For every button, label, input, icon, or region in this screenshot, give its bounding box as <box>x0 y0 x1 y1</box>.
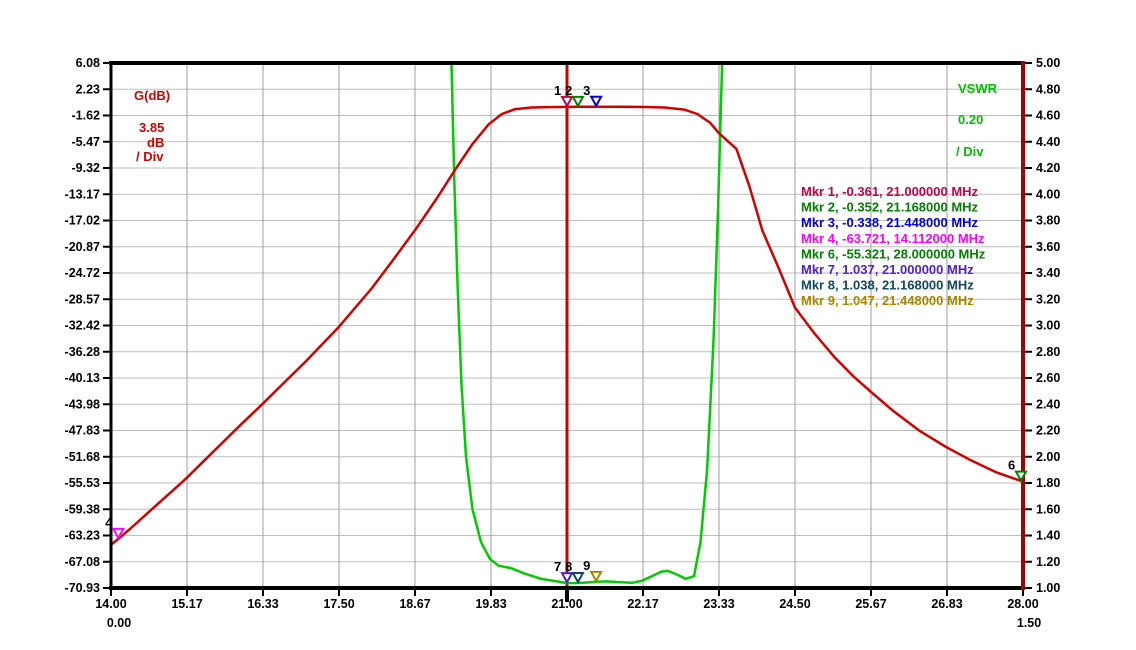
bottom-axis-tick-label: 15.17 <box>171 597 202 611</box>
left-axis-tick-label: 6.08 <box>76 56 100 70</box>
right-axis-tick-label: 3.40 <box>1036 266 1060 280</box>
left-axis-tick-label: -13.17 <box>65 187 100 201</box>
gain_db-curve <box>111 105 1023 547</box>
marker-8-triangle <box>571 572 585 585</box>
right-axis-tick-label: 1.00 <box>1036 581 1060 595</box>
right-axis-tick-label: 3.60 <box>1036 240 1060 254</box>
marker-8-number: 8 <box>565 559 572 574</box>
left-axis-tick-label: 2.23 <box>76 82 100 96</box>
marker-9-number: 9 <box>583 558 590 573</box>
vswr-axis-title-line: / Div <box>956 144 984 159</box>
right-axis-tick-label: 3.20 <box>1036 292 1060 306</box>
marker-legend-entry: Mkr 6, -55.321, 28.000000 MHz <box>801 246 986 261</box>
bottom-axis-tick-label: 17.50 <box>323 597 354 611</box>
left-axis-tick-label: -67.08 <box>65 555 100 569</box>
left-axis-tick-label: -20.87 <box>65 240 100 254</box>
right-axis-tick-label: 1.80 <box>1036 476 1060 490</box>
marker-1-triangle <box>560 95 574 108</box>
right-axis-tick-label: 3.00 <box>1036 319 1060 333</box>
right-axis-tick-label: 2.60 <box>1036 371 1060 385</box>
gain-axis-title-line: dB <box>147 135 164 150</box>
right-axis-tick-label: 2.20 <box>1036 424 1060 438</box>
curves-group <box>111 63 1023 585</box>
left-axis-tick-label: -24.72 <box>65 266 100 280</box>
right-axis-tick-label: 2.00 <box>1036 450 1060 464</box>
left-axis-tick-label: -59.38 <box>65 502 100 516</box>
right-axis-tick-label: 4.40 <box>1036 135 1060 149</box>
right-axis-tick-label: 2.40 <box>1036 397 1060 411</box>
bottom-axis-tick-label: 16.33 <box>247 597 278 611</box>
right-axis-tick-label: 1.60 <box>1036 502 1060 516</box>
bottom-axis-tick-label: 14.00 <box>95 597 126 611</box>
marker-6-triangle <box>1014 470 1028 483</box>
gain-axis-title-line: 3.85 <box>139 120 164 135</box>
bottom-axis-tick-label: 28.00 <box>1007 597 1038 611</box>
left-axis-tick-label: -28.57 <box>65 292 100 306</box>
bottom-axis-tick-label: 22.17 <box>627 597 658 611</box>
left-axis-tick-label: -40.13 <box>65 371 100 385</box>
left-axis-tick-label: -5.47 <box>72 135 101 149</box>
marker-4-triangle <box>111 527 125 540</box>
right-axis-tick-label: 3.80 <box>1036 214 1060 228</box>
bottom-axis-tick-label: 25.67 <box>855 597 886 611</box>
bottom-axis-tick-label: 23.33 <box>703 597 734 611</box>
marker-2-triangle <box>571 95 585 108</box>
marker-6-number: 6 <box>1008 458 1015 473</box>
right-axis-tick-label: 4.00 <box>1036 187 1060 201</box>
left-axis-tick-label: -32.42 <box>65 319 100 333</box>
bottom-axis-tick-label: 19.83 <box>475 597 506 611</box>
right-axis-tick-label: 1.20 <box>1036 555 1060 569</box>
marker-7-number: 7 <box>554 559 561 574</box>
left-axis-tick-label: -55.53 <box>65 476 100 490</box>
vswr-axis-title-line: 0.20 <box>958 112 983 127</box>
bottom-secondary-end-label: 1.50 <box>1017 616 1041 630</box>
right-axis-tick-label: 2.80 <box>1036 345 1060 359</box>
marker-legend-entry: Mkr 8, 1.038, 21.168000 MHz <box>801 278 974 293</box>
right-axis-tick-label: 1.40 <box>1036 529 1060 543</box>
bottom-secondary-start-label: 0.00 <box>107 616 131 630</box>
bottom-axis-tick-label: 18.67 <box>399 597 430 611</box>
marker-legend-entry: Mkr 4, -63.721, 14.112000 MHz <box>801 231 985 246</box>
right-axis-tick-label: 5.00 <box>1036 56 1060 70</box>
marker-legend-entry: Mkr 7, 1.037, 21.000000 MHz <box>801 262 974 277</box>
left-axis-tick-label: -63.23 <box>65 529 100 543</box>
left-axis-tick-label: -9.32 <box>72 161 101 175</box>
bottom-axis-tick-label: 24.50 <box>779 597 810 611</box>
marker-9-triangle <box>589 570 603 583</box>
left-axis-tick-label: -43.98 <box>65 397 100 411</box>
marker-4-number: 4 <box>105 515 113 530</box>
marker-legend-entry: Mkr 2, -0.352, 21.168000 MHz <box>801 200 979 215</box>
marker-1-number: 1 <box>554 83 561 98</box>
marker-3-number: 3 <box>583 83 590 98</box>
marker-7-triangle <box>560 572 574 585</box>
bottom-axis-tick-label: 21.00 <box>551 597 582 611</box>
gain-axis-title-line: G(dB) <box>134 88 170 103</box>
marker-legend-entry: Mkr 9, 1.047, 21.448000 MHz <box>801 293 974 308</box>
marker-legend-entry: Mkr 1, -0.361, 21.000000 MHz <box>801 184 979 199</box>
left-axis-tick-label: -51.68 <box>65 450 100 464</box>
right-axis-tick-label: 4.20 <box>1036 161 1060 175</box>
left-axis-tick-label: -17.02 <box>65 214 100 228</box>
right-axis-tick-label: 4.60 <box>1036 109 1060 123</box>
right-axis-tick-label: 4.80 <box>1036 82 1060 96</box>
left-axis-tick-label: -47.83 <box>65 424 100 438</box>
vswr-curve <box>450 63 724 585</box>
vswr-axis-title-line: VSWR <box>958 81 998 96</box>
marker-legend-entry: Mkr 3, -0.338, 21.448000 MHz <box>801 215 979 230</box>
gain-axis-title-line: / Div <box>136 149 164 164</box>
left-axis-tick-label: -70.93 <box>65 581 100 595</box>
marker-3-triangle <box>589 95 603 108</box>
left-axis-tick-label: -36.28 <box>65 345 100 359</box>
marker-2-number: 2 <box>565 83 572 98</box>
left-axis-tick-label: -1.62 <box>72 109 101 123</box>
bottom-axis-tick-label: 26.83 <box>931 597 962 611</box>
